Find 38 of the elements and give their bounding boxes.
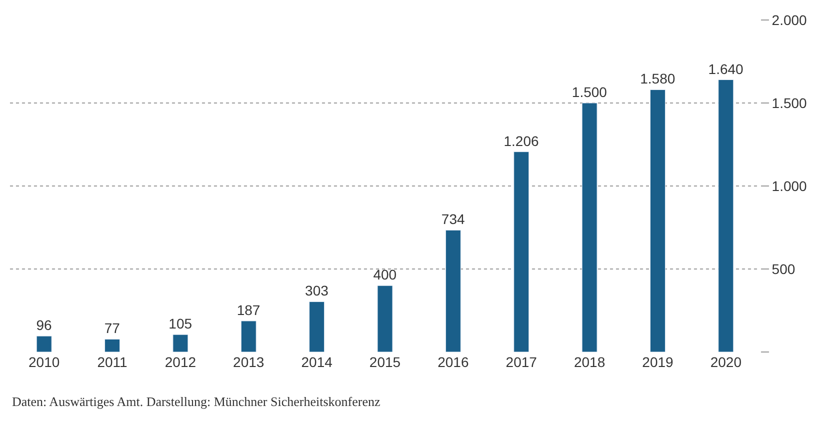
x-tick-label: 2018 [574, 354, 606, 370]
data-label: 303 [305, 282, 329, 299]
bar [718, 80, 734, 352]
x-tick-label: 2020 [710, 354, 742, 370]
data-label: 1.206 [504, 132, 539, 149]
text: Daten: Auswärtiges Amt. Darstellung: Münchner Sicherheitskonferenz [12, 394, 380, 409]
bar [309, 301, 325, 352]
bar [445, 230, 461, 352]
x-tick-label: 2019 [642, 354, 674, 370]
x-tick-label: 2011 [97, 354, 128, 370]
data-label: 187 [236, 302, 260, 318]
data-label: 400 [373, 266, 397, 283]
data-label: 1.640 [708, 60, 744, 77]
bar [514, 152, 530, 352]
x-tick-label: 2017 [506, 354, 538, 370]
y-tick-label: 500 [772, 260, 796, 277]
y-tick-label: 1.000 [772, 178, 808, 194]
data-label: 1.500 [572, 84, 608, 100]
x-tick-label: 2016 [438, 354, 469, 370]
bar [240, 320, 256, 352]
bar [650, 89, 666, 352]
data-label: 77 [104, 320, 120, 336]
y-tick-label: 1.500 [772, 94, 808, 111]
x-tick-label: 2015 [369, 354, 401, 370]
x-tick-label: 2014 [301, 354, 333, 370]
bar [582, 102, 598, 352]
bar [104, 338, 120, 352]
x-tick-label: 2013 [233, 354, 264, 370]
data-label: 734 [441, 211, 465, 228]
bar [172, 334, 188, 352]
x-tick-label: 2010 [28, 354, 60, 370]
y-tick-label: 2.000 [772, 12, 808, 28]
data-label: 96 [36, 317, 52, 334]
data-label: 1.580 [640, 70, 676, 87]
x-tick-label: 2012 [164, 354, 196, 370]
bar [36, 336, 52, 352]
data-label: 105 [168, 316, 192, 332]
bar [377, 285, 393, 352]
